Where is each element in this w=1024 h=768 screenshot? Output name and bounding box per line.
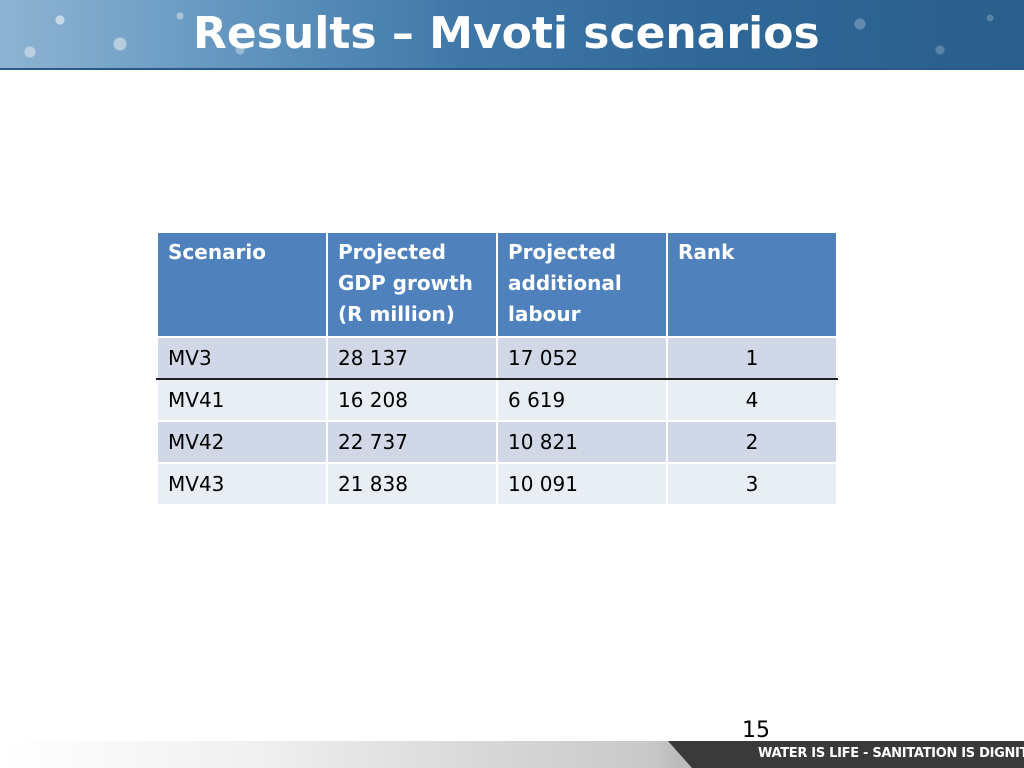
header-rank: Rank (666, 231, 838, 338)
table-row: MV43 21 838 10 091 3 (156, 462, 838, 506)
page-number: 15 (742, 718, 770, 743)
header-additional-labour: Projected additional labour (496, 231, 668, 338)
table-row: MV3 28 137 17 052 1 (156, 336, 838, 380)
footer-slogan: WATER IS LIFE - SANITATION IS DIGNITY (758, 746, 1024, 761)
table-row: MV41 16 208 6 619 4 (156, 378, 838, 422)
cell-gdp-growth: 16 208 (326, 378, 498, 422)
cell-additional-labour: 10 821 (496, 420, 668, 464)
cell-additional-labour: 6 619 (496, 378, 668, 422)
cell-additional-labour: 17 052 (496, 336, 668, 380)
title-banner: Results – Mvoti scenarios (0, 0, 1024, 70)
cell-rank: 3 (666, 462, 838, 506)
cell-gdp-growth: 22 737 (326, 420, 498, 464)
cell-scenario: MV3 (156, 336, 328, 380)
footer-slogan-bar (668, 741, 1024, 768)
cell-additional-labour: 10 091 (496, 462, 668, 506)
table-header-row: Scenario Projected GDP growth (R million… (156, 231, 838, 338)
results-table: Scenario Projected GDP growth (R million… (156, 231, 838, 506)
cell-rank: 2 (666, 420, 838, 464)
cell-gdp-growth: 28 137 (326, 336, 498, 380)
cell-rank: 1 (666, 336, 838, 380)
table-row: MV42 22 737 10 821 2 (156, 420, 838, 464)
cell-scenario: MV41 (156, 378, 328, 422)
cell-scenario: MV43 (156, 462, 328, 506)
slide-title: Results – Mvoti scenarios (193, 8, 820, 59)
cell-gdp-growth: 21 838 (326, 462, 498, 506)
cell-scenario: MV42 (156, 420, 328, 464)
cell-rank: 4 (666, 378, 838, 422)
header-scenario: Scenario (156, 231, 328, 338)
header-gdp-growth: Projected GDP growth (R million) (326, 231, 498, 338)
